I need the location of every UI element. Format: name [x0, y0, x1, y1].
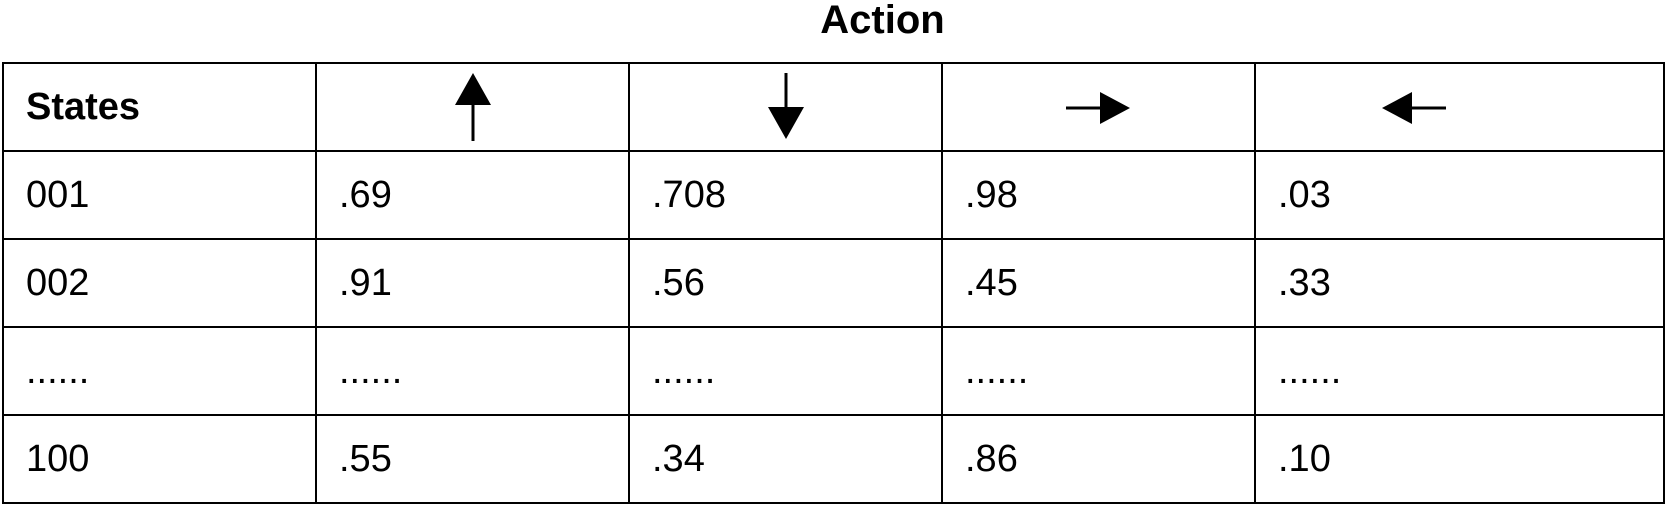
action-down-header: [628, 62, 943, 152]
action-up-header: [315, 62, 630, 152]
action-left-header: [1254, 62, 1665, 152]
table-row: ...... ...... ...... ...... ......: [2, 326, 1665, 416]
states-header: States: [2, 62, 317, 152]
value-cell: .45: [941, 238, 1256, 328]
state-cell: 002: [2, 238, 317, 328]
value-cell: .33: [1254, 238, 1665, 328]
table-row: 100 .55 .34 .86 .10: [2, 414, 1665, 504]
value-cell: .98: [941, 150, 1256, 240]
value-cell: .34: [628, 414, 943, 504]
header-row: States: [2, 62, 1665, 152]
value-cell: ......: [941, 326, 1256, 416]
value-cell: .708: [628, 150, 943, 240]
arrow-right-icon: [1065, 92, 1130, 125]
q-table: States 001 .69: [2, 62, 1665, 504]
value-cell: .91: [315, 238, 630, 328]
value-cell: .86: [941, 414, 1256, 504]
value-cell: ......: [1254, 326, 1665, 416]
state-cell: 001: [2, 150, 317, 240]
value-cell: .55: [315, 414, 630, 504]
value-cell: .10: [1254, 414, 1665, 504]
title-text: Action: [820, 0, 945, 42]
table-title: Action: [0, 0, 1665, 60]
table-row: 001 .69 .708 .98 .03: [2, 150, 1665, 240]
value-cell: .56: [628, 238, 943, 328]
state-cell: ......: [2, 326, 317, 416]
value-cell: .69: [315, 150, 630, 240]
value-cell: ......: [315, 326, 630, 416]
table-row: 002 .91 .56 .45 .33: [2, 238, 1665, 328]
state-cell: 100: [2, 414, 317, 504]
action-right-header: [941, 62, 1256, 152]
value-cell: .03: [1254, 150, 1665, 240]
arrow-left-icon: [1382, 92, 1446, 125]
value-cell: ......: [628, 326, 943, 416]
arrow-up-icon: [454, 73, 491, 141]
arrow-down-icon: [767, 73, 804, 139]
